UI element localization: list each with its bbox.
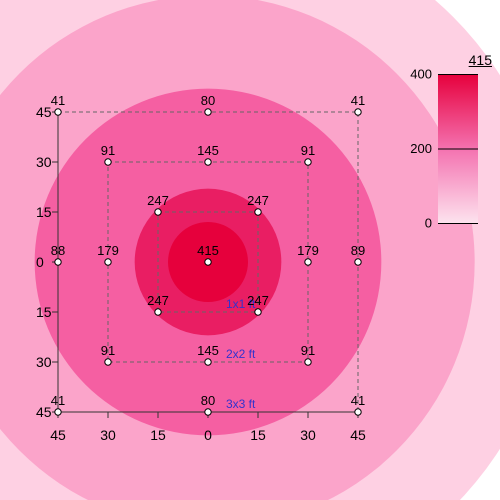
svg-text:247: 247 [247,293,269,308]
svg-text:145: 145 [197,343,219,358]
svg-text:30: 30 [300,427,316,443]
svg-text:80: 80 [201,93,215,108]
svg-text:89: 89 [351,243,365,258]
svg-text:41: 41 [51,393,65,408]
svg-text:2x2 ft: 2x2 ft [226,347,256,361]
svg-text:91: 91 [301,143,315,158]
par-heatmap: 1x1 ft2x2 ft3x3 ft4545303015150015153030… [28,82,388,442]
svg-text:91: 91 [101,143,115,158]
svg-text:41: 41 [51,93,65,108]
svg-text:15: 15 [36,204,52,220]
color-legend: 415 4002000 [438,74,494,224]
svg-text:415: 415 [197,243,219,258]
svg-text:145: 145 [197,143,219,158]
legend-max-value: 415 [469,52,492,68]
svg-text:88: 88 [51,243,65,258]
svg-text:80: 80 [201,393,215,408]
svg-text:247: 247 [147,193,169,208]
svg-text:15: 15 [36,304,52,320]
svg-text:30: 30 [100,427,116,443]
svg-text:200: 200 [410,141,432,156]
svg-text:30: 30 [36,154,52,170]
svg-text:45: 45 [350,427,366,443]
svg-text:15: 15 [150,427,166,443]
svg-text:45: 45 [36,104,52,120]
svg-text:91: 91 [301,343,315,358]
svg-text:45: 45 [50,427,66,443]
svg-text:45: 45 [36,404,52,420]
svg-text:247: 247 [247,193,269,208]
svg-text:30: 30 [36,354,52,370]
svg-text:0: 0 [425,216,432,231]
svg-text:0: 0 [204,427,212,443]
svg-text:41: 41 [351,93,365,108]
svg-text:179: 179 [297,243,319,258]
svg-text:0: 0 [36,254,44,270]
svg-text:15: 15 [250,427,266,443]
svg-text:41: 41 [351,393,365,408]
svg-text:179: 179 [97,243,119,258]
svg-text:247: 247 [147,293,169,308]
svg-text:400: 400 [410,67,432,82]
svg-text:91: 91 [101,343,115,358]
svg-text:3x3 ft: 3x3 ft [226,397,256,411]
